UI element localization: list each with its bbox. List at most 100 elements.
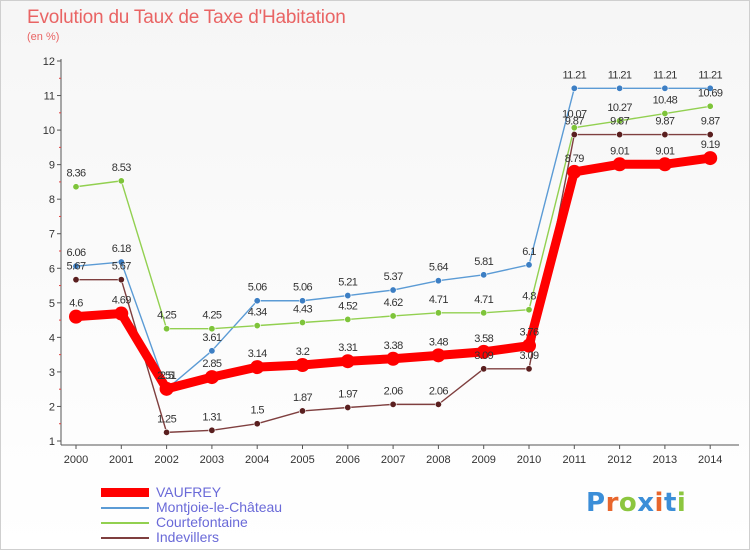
data-label: 4.8 [522,291,536,303]
data-point [69,309,83,324]
data-label: 4.25 [202,310,221,322]
data-point [389,400,397,408]
x-tick-label: 2003 [200,454,224,466]
data-label: 4.71 [429,294,448,306]
data-point [612,157,627,172]
data-label: 6.06 [66,247,85,259]
data-label: 5.21 [338,277,357,289]
data-point [480,271,488,279]
data-label: 8.79 [565,153,584,165]
data-point [522,338,536,353]
data-label: 11.21 [698,69,722,81]
data-point [208,426,216,434]
y-tick-label: 12 [43,56,55,68]
legend-swatch-montjoie [101,507,149,509]
proxiti-logo: Proxiti [586,488,686,518]
data-point [386,351,401,366]
x-tick-label: 2006 [336,454,360,466]
data-point [434,277,442,285]
data-label: 8.36 [66,168,85,180]
series-vaufrey [69,151,718,396]
data-label: 2.85 [202,358,221,370]
data-point [657,157,672,172]
data-label: 11.21 [653,69,677,81]
x-tick-label: 2012 [607,454,631,466]
data-point [253,297,261,305]
x-tick-label: 2014 [698,454,722,466]
data-point [72,183,80,191]
logo-letter: i [676,488,687,518]
data-label: 2.51 [157,370,176,382]
data-label: 3.76 [519,327,538,339]
data-label: 2.06 [384,385,403,397]
legend-swatch-vaufrey [101,488,149,497]
data-label: 2.06 [429,385,448,397]
data-point [616,131,624,139]
x-tick-label: 2007 [381,454,405,466]
x-tick-label: 2008 [426,454,450,466]
data-label: 4.6 [69,298,83,310]
data-point [389,312,397,320]
data-label: 3.09 [519,350,538,362]
data-label: 6.1 [522,246,536,258]
data-point [525,365,533,373]
data-label: 9.19 [701,139,720,151]
data-point [434,400,442,408]
data-label: 5.67 [112,261,131,273]
data-point [703,151,718,166]
data-point [117,276,125,284]
x-tick-label: 2011 [562,454,586,466]
legend-label-vaufrey: VAUFREY [156,484,222,500]
data-label: 4.52 [338,300,357,312]
data-label: 2.5 [160,370,174,382]
data-label: 4.62 [384,297,403,309]
legend-label-courtefontaine: Courtefontaine [156,514,248,530]
x-tick-label: 2001 [109,454,133,466]
x-tick-label: 2005 [290,454,314,466]
data-label: 4.43 [293,304,312,316]
data-point [661,84,669,92]
y-tick-label: 4 [49,332,55,344]
data-label: 4.69 [112,295,131,307]
x-tick-label: 2013 [653,454,677,466]
data-point [250,360,265,375]
logo-letter: r [605,488,619,518]
data-label: 3.58 [474,333,493,345]
data-label: 10.07 [562,109,587,121]
data-point [204,370,219,385]
data-label: 3.31 [338,342,357,354]
data-point [344,403,352,411]
data-label: 10.48 [653,95,678,107]
x-tick-label: 2010 [517,454,541,466]
data-point [476,344,491,359]
data-label: 5.37 [384,271,403,283]
data-label: 11.21 [608,69,632,81]
series-layer [69,84,718,436]
data-label: 1.25 [157,413,176,425]
data-label: 4.25 [157,310,176,322]
logo-letter: o [618,488,638,518]
data-label: 1.5 [250,405,264,417]
y-tick-label: 1 [49,436,55,448]
logo-letter: P [586,488,606,518]
data-point [525,306,533,314]
data-label: 3.38 [384,340,403,352]
data-label: 5.06 [248,282,267,294]
data-label: 3.14 [248,348,267,360]
y-tick-label: 2 [49,401,55,413]
data-point [431,348,446,363]
legend-label-indevillers: Indevillers [156,529,220,545]
data-labels-layer: 4.6 4.69 2.51 2.85 3.14 3.2 3.31 3.38 3.48 3.58 3.… [66,69,723,425]
y-tick-label: 3 [49,367,55,379]
data-point [340,354,355,369]
data-label: 5.67 [66,261,85,273]
data-point [159,381,174,396]
data-point [570,124,578,132]
x-tick-label: 2000 [64,454,88,466]
x-tick-label: 2004 [245,454,269,466]
logo-letter: x [637,488,655,518]
chart-title: Evolution du Taux de Taxe d'Habitation [27,7,346,28]
data-label: 9.87 [610,116,629,128]
data-point [480,365,488,373]
data-point [661,131,669,139]
